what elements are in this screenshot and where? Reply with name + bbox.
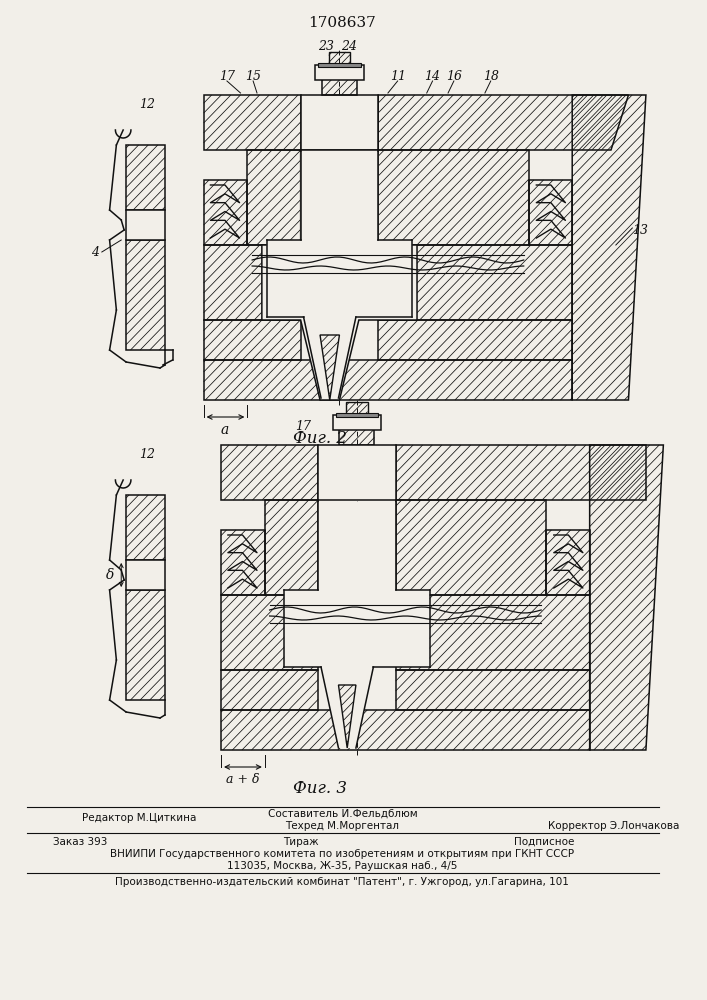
Text: 14: 14 (424, 70, 440, 83)
Polygon shape (262, 150, 417, 400)
Text: 12: 12 (139, 448, 156, 462)
Text: Заказ 393: Заказ 393 (53, 837, 107, 847)
Text: 13: 13 (632, 224, 648, 236)
Text: 23: 23 (318, 39, 334, 52)
Text: ВНИИПИ Государственного комитета по изобретениям и открытиям при ГКНТ СССР: ВНИИПИ Государственного комитета по изоб… (110, 849, 574, 859)
Bar (315, 65, 363, 80)
Text: Фиг. 3: Фиг. 3 (293, 780, 347, 797)
Bar (300, 95, 378, 150)
Text: 1708637: 1708637 (308, 16, 376, 30)
Text: 15: 15 (245, 70, 261, 83)
Text: Редактор М.Циткина: Редактор М.Циткина (83, 813, 197, 823)
Text: δ: δ (106, 568, 115, 582)
Text: Составитель И.Фельдблюм: Составитель И.Фельдблюм (267, 809, 417, 819)
Bar (336, 413, 378, 417)
Text: 17: 17 (219, 70, 235, 83)
Text: Производственно-издательский комбинат "Патент", г. Ужгород, ул.Гагарина, 101: Производственно-издательский комбинат "П… (115, 877, 569, 887)
Text: a + δ: a + δ (226, 773, 259, 786)
Bar (126, 560, 165, 590)
Text: Тираж: Тираж (283, 837, 318, 847)
Bar (318, 63, 361, 67)
Bar (333, 415, 381, 430)
Bar (318, 445, 396, 500)
Text: 113035, Москва, Ж-35, Раушская наб., 4/5: 113035, Москва, Ж-35, Раушская наб., 4/5 (227, 861, 457, 871)
Text: Корректор Э.Лончакова: Корректор Э.Лончакова (548, 821, 679, 831)
Text: 11: 11 (390, 70, 406, 83)
Text: a: a (221, 423, 229, 437)
Bar (126, 210, 165, 240)
Polygon shape (267, 152, 412, 398)
Text: 4: 4 (91, 245, 99, 258)
Text: 12: 12 (139, 99, 156, 111)
Text: Подписное: Подписное (514, 837, 574, 847)
Text: 17: 17 (296, 420, 312, 432)
Text: 24: 24 (341, 39, 357, 52)
Text: Фиг. 2: Фиг. 2 (293, 430, 347, 447)
Text: Техред М.Моргентал: Техред М.Моргентал (286, 821, 399, 831)
Text: 18: 18 (483, 70, 498, 83)
Text: 16: 16 (446, 70, 462, 83)
Polygon shape (284, 502, 430, 748)
